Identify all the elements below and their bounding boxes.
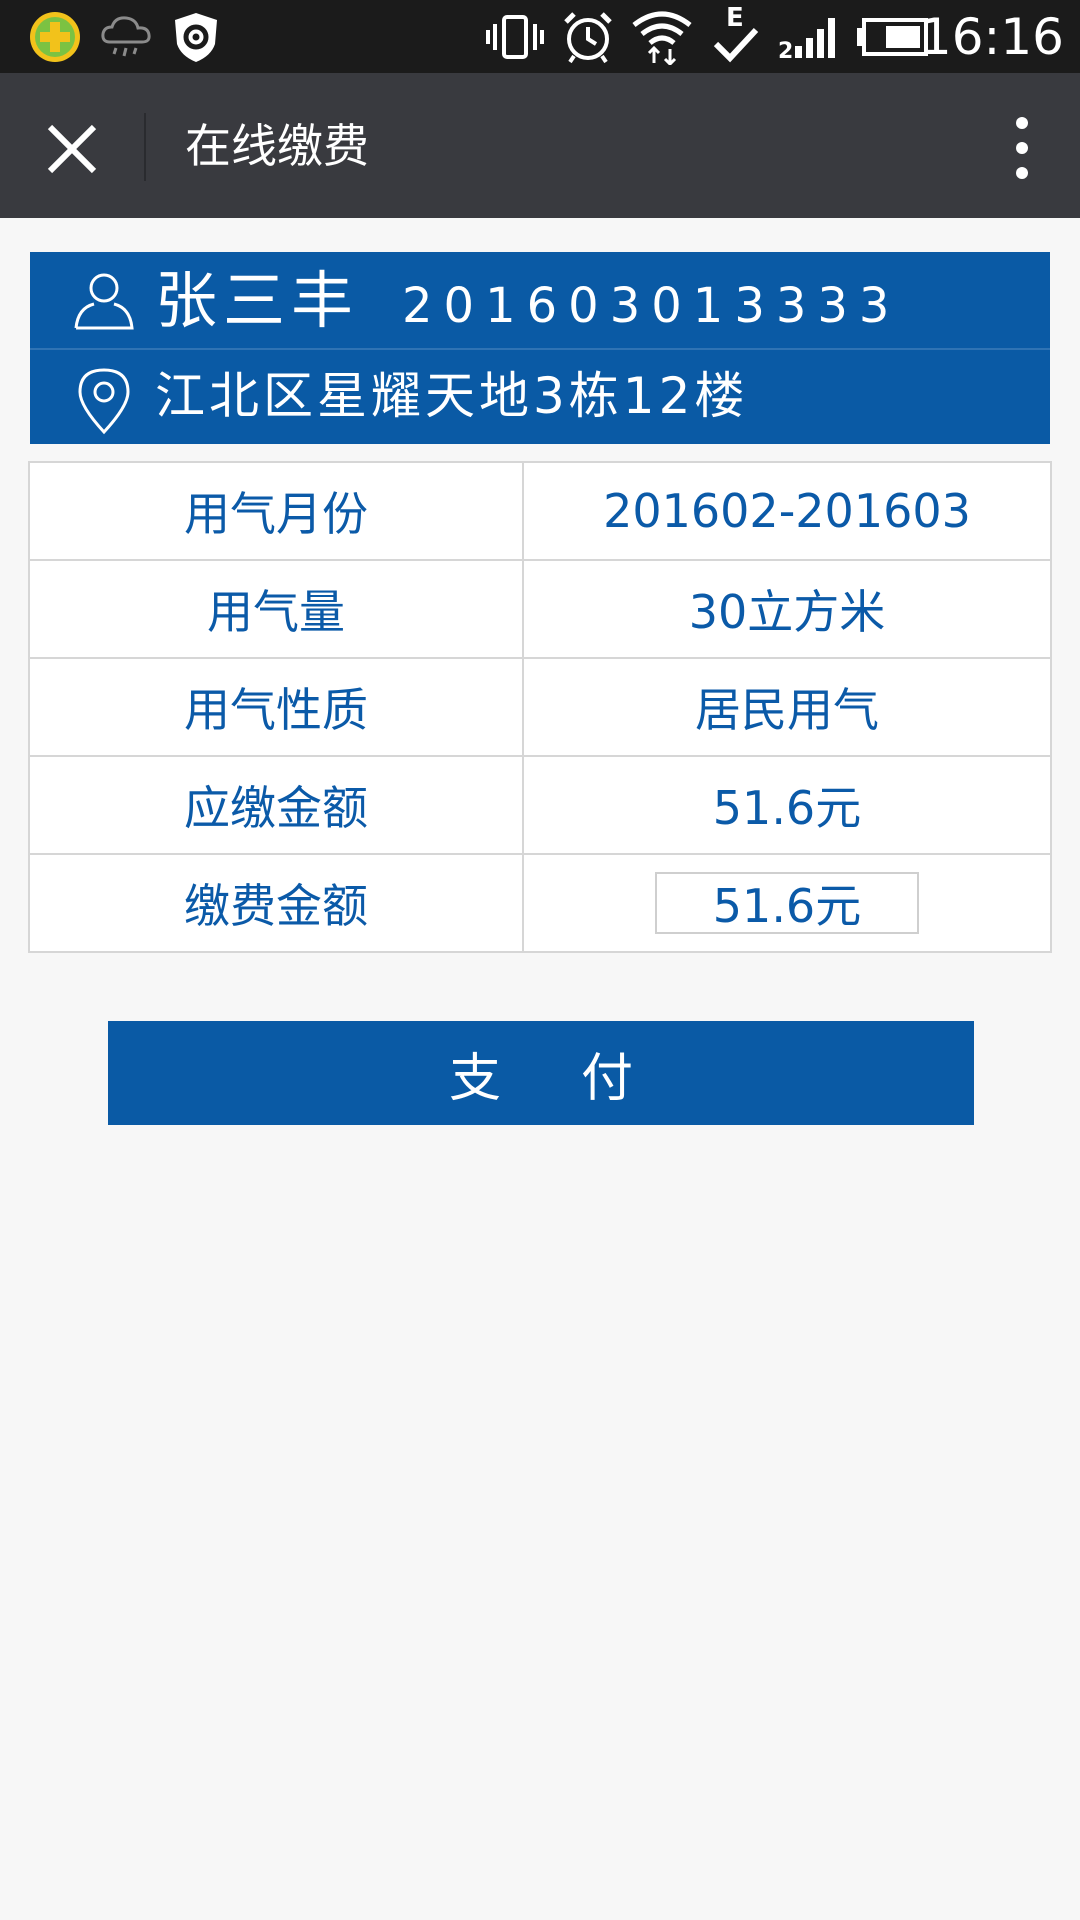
location-pin-icon	[72, 366, 136, 435]
row-value: 201602-201603	[603, 484, 971, 538]
pay-button[interactable]: 支付	[108, 1021, 974, 1125]
row-value: 51.6元	[712, 781, 862, 835]
more-vertical-icon[interactable]	[1006, 113, 1038, 183]
app-360-icon	[26, 10, 84, 64]
address: 江北区星耀天地3栋12楼	[155, 367, 749, 425]
user-info-card: 张三丰 201603013333 江北区星耀天地3栋12楼	[30, 252, 1050, 444]
page-title: 在线缴费	[185, 119, 369, 173]
network-e-icon: E	[710, 4, 764, 64]
address-row: 江北区星耀天地3栋12楼	[30, 348, 1050, 444]
row-value: 居民用气	[695, 683, 879, 737]
row-value	[524, 855, 1050, 951]
user-icon	[72, 268, 136, 332]
account-number: 201603013333	[402, 278, 901, 334]
app-header: 在线缴费	[0, 73, 1080, 218]
bill-table: 用气月份 201602-201603 用气量 30立方米 用气性质 居民用气 应…	[28, 461, 1052, 953]
row-label: 用气量	[30, 561, 524, 657]
alarm-icon	[560, 10, 616, 64]
cloud-rain-icon	[98, 10, 154, 64]
table-row: 用气性质 居民用气	[30, 659, 1050, 757]
table-row: 用气量 30立方米	[30, 561, 1050, 659]
svg-text:2: 2	[778, 39, 793, 60]
row-label: 应缴金额	[30, 757, 524, 853]
table-row: 用气月份 201602-201603	[30, 463, 1050, 561]
close-icon[interactable]	[36, 113, 108, 185]
row-label: 用气月份	[30, 463, 524, 559]
battery-icon	[856, 10, 928, 64]
pay-amount-input[interactable]	[655, 872, 919, 934]
shield-gear-icon	[170, 10, 222, 64]
row-label: 缴费金额	[30, 855, 524, 951]
status-time: 16:16	[919, 8, 1064, 66]
row-value: 30立方米	[688, 585, 886, 639]
user-row: 张三丰 201603013333	[30, 252, 1050, 348]
signal-icon: 2	[778, 10, 842, 64]
user-name: 张三丰	[155, 264, 360, 337]
row-label: 用气性质	[30, 659, 524, 755]
header-divider	[144, 113, 146, 181]
status-bar: E 2 16:16	[0, 0, 1080, 73]
table-row: 应缴金额 51.6元	[30, 757, 1050, 855]
table-row: 缴费金额	[30, 855, 1050, 951]
vibrate-icon	[484, 10, 546, 64]
wifi-icon	[630, 10, 694, 65]
